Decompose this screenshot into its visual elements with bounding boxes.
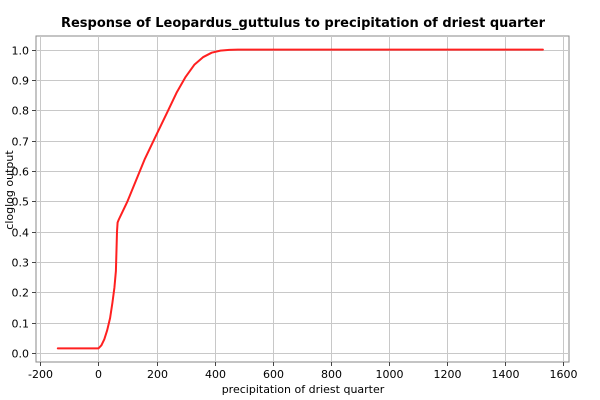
response-curve-line	[56, 48, 544, 350]
x-tick-label: 200	[147, 368, 168, 381]
x-axis-label: precipitation of driest quarter	[222, 383, 385, 396]
x-tick-label: 1400	[492, 368, 520, 381]
y-tick-label: 0.1	[12, 318, 30, 331]
x-tick-label: 1600	[550, 368, 578, 381]
x-tick-label: -200	[28, 368, 53, 381]
y-tick-label: 0.8	[12, 105, 30, 118]
x-tick-label: 400	[205, 368, 226, 381]
x-tick-label: 1000	[376, 368, 404, 381]
y-tick-label: 0.3	[12, 257, 30, 270]
y-tick-label: 0.9	[12, 75, 30, 88]
x-tick-label: 800	[321, 368, 342, 381]
chart-title: Response of Leopardus_guttulus to precip…	[61, 16, 546, 31]
y-tick-label: 0.6	[12, 166, 30, 179]
y-tick-label: 0.2	[12, 287, 30, 300]
x-tick-label: 1200	[434, 368, 462, 381]
y-tick-label: 0.7	[12, 136, 30, 149]
y-tick-label: 0.5	[12, 196, 30, 209]
y-axis-label: cloglog output	[3, 150, 16, 230]
plot-frame	[35, 35, 570, 363]
x-tick-label: 0	[95, 368, 102, 381]
x-tick-label: 600	[263, 368, 284, 381]
y-tick-label: 0.0	[12, 348, 30, 361]
y-tick-label: 0.4	[12, 227, 30, 240]
y-tick-label: 1.0	[12, 45, 30, 58]
